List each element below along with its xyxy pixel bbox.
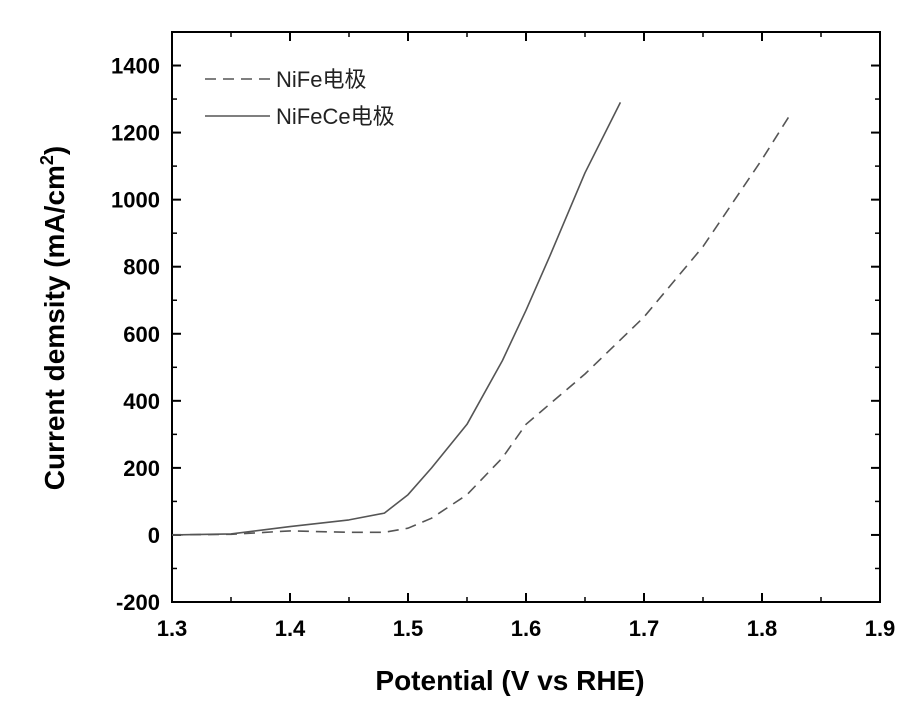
y-tick-label: 0 [148,523,160,548]
y-axis-title-sup: 2 [37,155,57,165]
series-lines [171,102,793,536]
y-axis-title: Current demsity (mA/cm2) [37,146,70,491]
x-tick-label: 1.8 [747,616,778,641]
x-tick-label: 1.3 [157,616,188,641]
legend-label-nife: NiFe电极 [276,67,366,92]
x-axis-title: Potential (V vs RHE) [375,665,644,696]
y-axis-title-main: Current demsity (mA/cm [39,165,70,490]
legend: NiFe电极 NiFeCe电极 [205,67,395,129]
y-tick-label: 400 [123,389,160,414]
y-tick-label: 600 [123,322,160,347]
x-tick-label: 1.7 [629,616,660,641]
x-tick-label: 1.6 [511,616,542,641]
y-tick-label: 200 [123,456,160,481]
y-axis-title-close: ) [39,146,70,155]
series-nifece-line [171,102,622,536]
series-nife-line [171,112,793,536]
y-tick-label: -200 [116,590,160,615]
y-tick-label: 1400 [111,54,160,79]
x-tick-label: 1.5 [393,616,424,641]
y-tick-label: 800 [123,255,160,280]
legend-label-nifece: NiFeCe电极 [276,104,395,129]
y-tick-label: 1000 [111,188,160,213]
x-tick-label: 1.4 [275,616,306,641]
y-tick-label: 1200 [111,121,160,146]
tick-labels: 1.3 1.4 1.5 1.6 1.7 1.8 1.9 -200 0 200 400 600 800 10… [111,54,895,641]
x-tick-label: 1.9 [865,616,896,641]
axis-ticks [171,31,881,603]
